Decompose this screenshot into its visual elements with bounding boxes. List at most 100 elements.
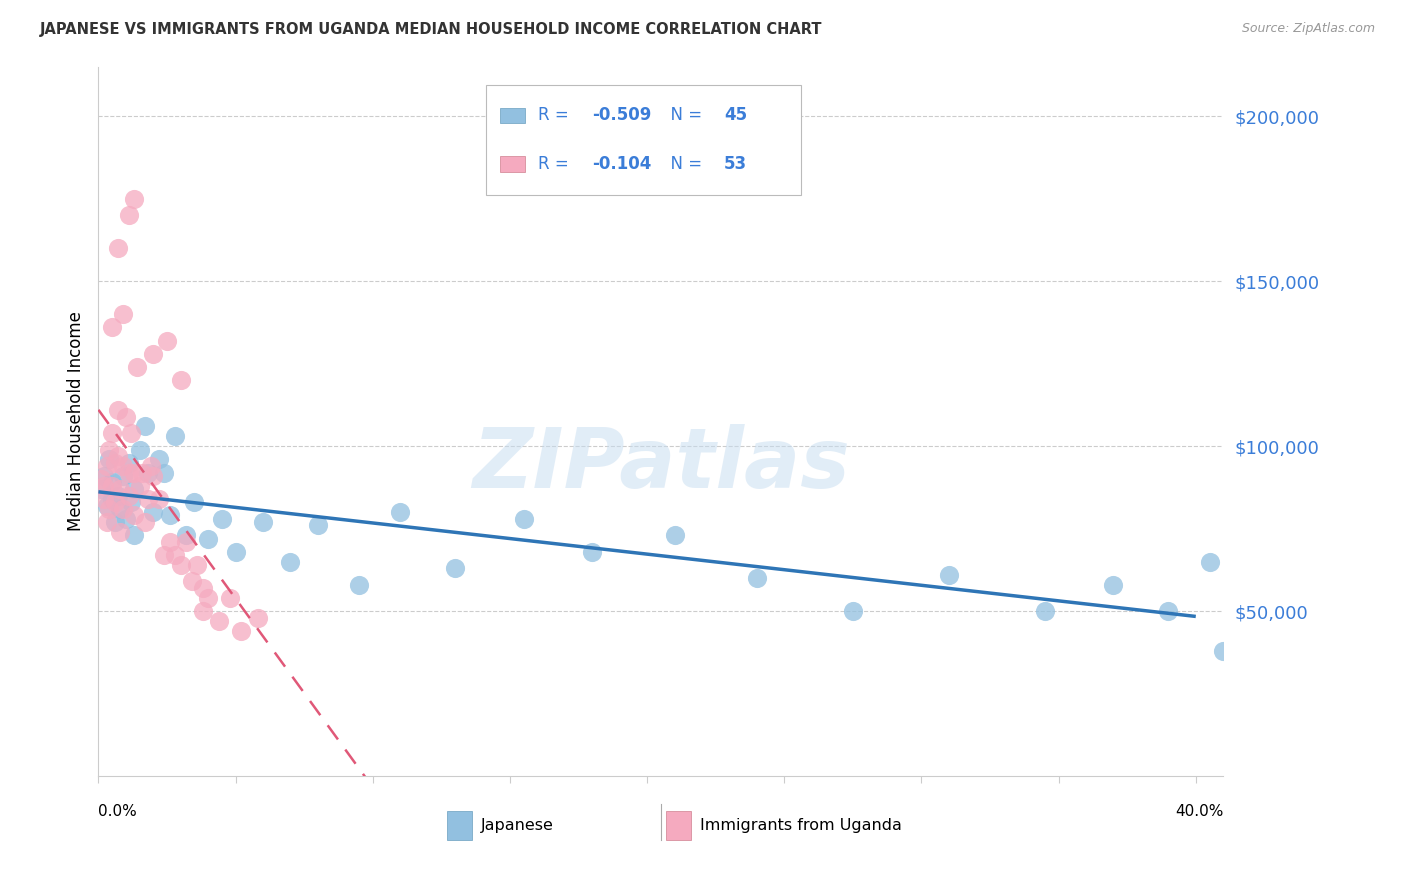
Point <box>1033 604 1056 618</box>
Text: JAPANESE VS IMMIGRANTS FROM UGANDA MEDIAN HOUSEHOLD INCOME CORRELATION CHART: JAPANESE VS IMMIGRANTS FROM UGANDA MEDIA… <box>39 22 823 37</box>
Point <box>134 515 156 529</box>
Point <box>512 512 534 526</box>
Point <box>131 466 153 480</box>
Point <box>211 512 233 526</box>
Text: -0.104: -0.104 <box>592 155 651 173</box>
Point <box>128 442 150 457</box>
Point <box>122 192 145 206</box>
Point <box>122 528 145 542</box>
Point <box>128 479 150 493</box>
Point <box>93 469 115 483</box>
Point <box>153 548 176 562</box>
Point <box>142 347 165 361</box>
Text: R =: R = <box>538 155 574 173</box>
Point <box>1157 604 1180 618</box>
Point <box>112 307 135 321</box>
Bar <box>501 108 524 123</box>
Point <box>170 558 193 572</box>
Point <box>101 425 124 440</box>
Point <box>110 482 132 496</box>
Text: R =: R = <box>538 106 574 124</box>
Point <box>136 491 159 506</box>
Text: N =: N = <box>659 155 707 173</box>
Point <box>93 491 115 506</box>
Point <box>229 624 252 638</box>
Point <box>142 505 165 519</box>
Point <box>112 501 135 516</box>
Point <box>120 495 142 509</box>
Point <box>112 469 135 483</box>
Point <box>842 604 865 618</box>
Point <box>98 442 121 457</box>
Point <box>159 508 181 523</box>
Point <box>142 469 165 483</box>
Point <box>104 495 127 509</box>
Text: ZIPatlas: ZIPatlas <box>472 424 849 505</box>
Point <box>110 524 132 539</box>
Point <box>180 574 202 589</box>
Point <box>159 534 181 549</box>
Point <box>664 528 686 542</box>
Point <box>156 334 179 348</box>
Point <box>219 591 242 605</box>
Text: 0.0%: 0.0% <box>98 805 138 820</box>
Point <box>117 456 139 470</box>
Point <box>98 452 121 467</box>
Point <box>148 491 170 506</box>
Point <box>104 456 127 470</box>
Point <box>581 545 603 559</box>
Point <box>90 482 112 496</box>
Point <box>139 458 162 473</box>
Point <box>107 489 129 503</box>
Point <box>112 458 135 473</box>
Bar <box>447 812 472 840</box>
Point <box>90 472 112 486</box>
Point <box>252 515 274 529</box>
Point <box>96 515 118 529</box>
Point <box>125 359 148 374</box>
Point <box>174 528 197 542</box>
Point <box>136 466 159 480</box>
Point <box>186 558 208 572</box>
Bar <box>486 85 801 194</box>
Text: 45: 45 <box>724 106 747 124</box>
Text: N =: N = <box>659 106 707 124</box>
Point <box>191 604 214 618</box>
Point <box>122 482 145 496</box>
Text: Immigrants from Uganda: Immigrants from Uganda <box>700 818 903 833</box>
Text: Source: ZipAtlas.com: Source: ZipAtlas.com <box>1241 22 1375 36</box>
Point <box>246 611 269 625</box>
Point <box>197 591 219 605</box>
Bar <box>666 812 692 840</box>
Text: Japanese: Japanese <box>481 818 554 833</box>
Point <box>101 320 124 334</box>
Point <box>389 505 412 519</box>
Point <box>110 501 132 516</box>
Point <box>938 567 960 582</box>
Point <box>148 452 170 467</box>
Point <box>122 508 145 523</box>
Point <box>93 479 115 493</box>
Point <box>174 534 197 549</box>
Point <box>153 466 176 480</box>
Point <box>107 449 129 463</box>
Point <box>101 491 124 506</box>
Y-axis label: Median Household Income: Median Household Income <box>66 311 84 532</box>
Point <box>120 425 142 440</box>
Text: -0.509: -0.509 <box>592 106 651 124</box>
Point <box>280 555 302 569</box>
Point <box>1102 578 1125 592</box>
Point <box>117 489 139 503</box>
Point <box>101 479 124 493</box>
Bar <box>501 156 524 171</box>
Point <box>170 373 193 387</box>
Point <box>98 501 121 516</box>
Point <box>225 545 247 559</box>
Point <box>104 515 127 529</box>
Point <box>96 499 118 513</box>
Point <box>115 409 138 424</box>
Point <box>208 614 231 628</box>
Text: 53: 53 <box>724 155 747 173</box>
Point <box>96 458 118 473</box>
Point <box>122 466 145 480</box>
